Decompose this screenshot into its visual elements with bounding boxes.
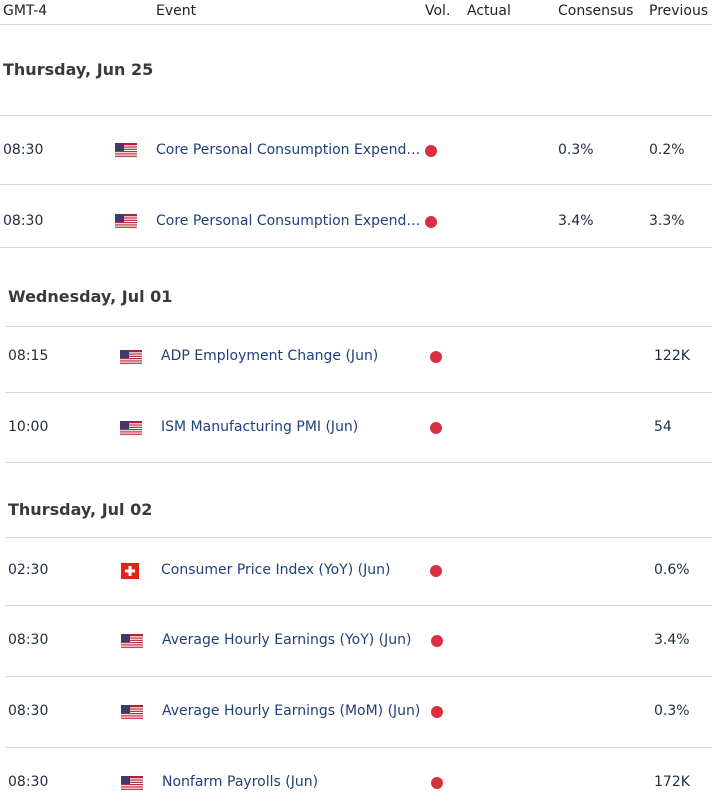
row-divider <box>5 326 712 327</box>
consensus-value: 3.4% <box>558 213 594 229</box>
high-volatility-indicator <box>425 216 437 228</box>
previous-value: 3.3% <box>649 213 685 229</box>
event-name-link[interactable]: Core Personal Consumption Expenditures <box>156 213 424 229</box>
high-volatility-indicator <box>431 706 443 718</box>
high-volatility-indicator <box>431 635 443 647</box>
high-volatility-indicator <box>430 565 442 577</box>
us-flag-icon <box>115 214 137 229</box>
row-divider <box>5 605 712 606</box>
row-divider <box>5 537 712 538</box>
timezone-header[interactable]: GMT-4 <box>3 3 48 19</box>
row-divider <box>0 184 712 185</box>
event-time: 08:30 <box>3 142 44 158</box>
us-flag-icon <box>121 776 143 791</box>
event-time: 08:15 <box>8 348 49 364</box>
previous-value: 3.4% <box>654 632 690 648</box>
row-divider <box>5 747 712 748</box>
us-flag-icon <box>121 634 143 649</box>
event-time: 02:30 <box>8 562 49 578</box>
row-divider <box>0 247 712 248</box>
us-flag-icon <box>115 143 137 158</box>
row-divider <box>5 676 712 677</box>
row-divider <box>0 115 712 116</box>
event-name-link[interactable]: Average Hourly Earnings (YoY) (Jun) <box>162 632 412 648</box>
event-time: 08:30 <box>8 774 49 790</box>
consensus-value: 0.3% <box>558 142 594 158</box>
previous-value: 54 <box>654 419 672 435</box>
previous-value: 122K <box>654 348 690 364</box>
previous-value: 0.3% <box>654 703 690 719</box>
actual-column-header: Actual <box>467 3 511 19</box>
event-column-header: Event <box>156 3 197 19</box>
high-volatility-indicator <box>430 351 442 363</box>
row-divider <box>5 392 712 393</box>
event-name-link[interactable]: Consumer Price Index (YoY) (Jun) <box>161 562 391 578</box>
volatility-column-header: Vol. <box>425 3 451 19</box>
event-name-link[interactable]: ADP Employment Change (Jun) <box>161 348 379 364</box>
high-volatility-indicator <box>430 422 442 434</box>
previous-value: 0.6% <box>654 562 690 578</box>
day-heading: Wednesday, Jul 01 <box>8 287 173 306</box>
day-heading: Thursday, Jul 02 <box>8 500 153 519</box>
previous-column-header: Previous <box>649 3 709 19</box>
previous-value: 0.2% <box>649 142 685 158</box>
event-time: 08:30 <box>8 632 49 648</box>
event-name-link[interactable]: ISM Manufacturing PMI (Jun) <box>161 419 359 435</box>
day-heading: Thursday, Jun 25 <box>3 60 154 79</box>
high-volatility-indicator <box>431 777 443 789</box>
previous-value: 172K <box>654 774 690 790</box>
event-name-link[interactable]: Average Hourly Earnings (MoM) (Jun) <box>162 703 421 719</box>
us-flag-icon <box>120 421 142 436</box>
header-divider <box>0 24 712 25</box>
row-divider <box>5 462 712 463</box>
us-flag-icon <box>121 705 143 720</box>
swiss-flag-icon <box>121 563 139 579</box>
high-volatility-indicator <box>425 145 437 157</box>
event-time: 10:00 <box>8 419 49 435</box>
event-name-link[interactable]: Core Personal Consumption Expenditures <box>156 142 424 158</box>
event-time: 08:30 <box>8 703 49 719</box>
event-name-link[interactable]: Nonfarm Payrolls (Jun) <box>162 774 319 790</box>
event-time: 08:30 <box>3 213 44 229</box>
consensus-column-header: Consensus <box>558 3 634 19</box>
us-flag-icon <box>120 350 142 365</box>
